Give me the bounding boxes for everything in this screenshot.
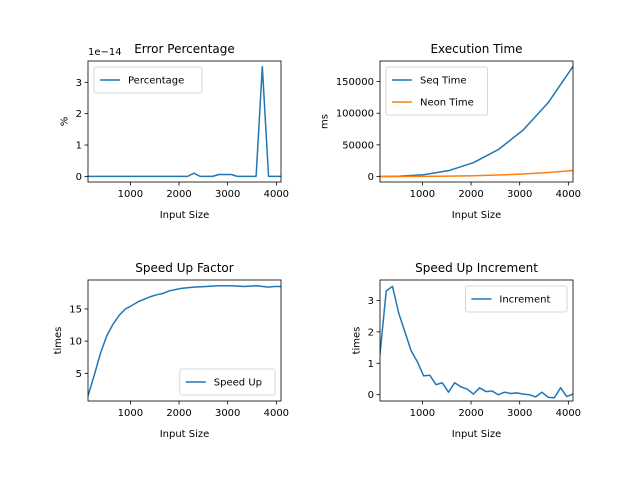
error-legend: Percentage [93, 66, 203, 94]
speedup-legend-label: Speed Up [214, 378, 262, 389]
speedup-legend: Speed Up [179, 368, 276, 396]
speedup-y-tick-label: 10 [69, 337, 82, 348]
exec-axes-frame [379, 60, 574, 183]
exec-title: Execution Time [430, 42, 522, 56]
speedup-x-tick-label: 2000 [166, 408, 191, 419]
exec-legend-label: Seq Time [420, 76, 467, 87]
increment-x-axis-label: Input Size [452, 429, 502, 440]
exec-x-tick-label: 4000 [556, 189, 581, 200]
increment-series-increment [380, 285, 573, 399]
error-axes-frame [87, 60, 282, 183]
increment-y-tick-label: 1 [368, 359, 374, 370]
error-y-offset-text: 1e−14 [88, 47, 122, 58]
speedup-x-tick-label: 4000 [264, 408, 289, 419]
exec-y-tick-label: 150000 [336, 77, 374, 88]
error-legend-label: Percentage [128, 76, 184, 87]
error-x-axis-label: Input Size [160, 210, 210, 221]
error-legend-box [93, 66, 203, 94]
error-y-tick-label: 2 [76, 109, 82, 120]
increment-y-tick-label: 3 [368, 296, 374, 307]
exec-x-tick-label: 3000 [507, 189, 532, 200]
increment-legend: Increment [464, 285, 568, 313]
speedup-x-tick-label: 3000 [215, 408, 240, 419]
speedup-x-axis-label: Input Size [160, 429, 210, 440]
exec-y-axis-label: ms [320, 114, 331, 129]
increment-legend-box [464, 285, 568, 313]
error-x-tick-label: 2000 [166, 189, 191, 200]
chart-exec: 1000 2000 3000 4000 0 50000 100000 150000 Execut… [320, 42, 581, 221]
increment-x-tick-label: 1000 [410, 408, 435, 419]
increment-x-tick-label: 3000 [507, 408, 532, 419]
exec-legend-label: Neon Time [420, 98, 474, 109]
exec-x-tick-label: 2000 [458, 189, 483, 200]
speedup-y-tick-label: 5 [76, 369, 82, 380]
increment-title: Speed Up Increment [415, 261, 538, 275]
speedup-x-tick-label: 1000 [118, 408, 143, 419]
error-y-axis-label: % [60, 117, 71, 127]
error-x-tick-label: 1000 [118, 189, 143, 200]
exec-y-tick-label: 0 [368, 172, 374, 183]
exec-y-tick-label: 50000 [342, 140, 374, 151]
exec-y-tick-label: 100000 [336, 109, 374, 120]
error-title: Error Percentage [134, 42, 235, 56]
error-series-percentage [88, 65, 281, 178]
chart-increment: 1000 2000 3000 4000 0 1 2 3 Speed Up Increment In… [352, 261, 581, 440]
increment-axes-frame [379, 279, 574, 402]
exec-legend-box [385, 66, 488, 116]
increment-legend-label: Increment [499, 295, 550, 306]
error-y-tick-label: 1 [76, 141, 82, 152]
exec-series-neon-time [380, 169, 573, 178]
exec-x-axis-label: Input Size [452, 210, 502, 221]
speedup-legend-box [179, 368, 276, 396]
chart-speedup: 1000 2000 3000 4000 5 10 15 Speed Up Factor Inpu… [53, 261, 289, 440]
chart-error: 1000 2000 3000 4000 0 1 2 3 Error Percentage 1e−1… [60, 42, 289, 221]
error-x-tick-label: 3000 [215, 189, 240, 200]
exec-x-tick-label: 1000 [410, 189, 435, 200]
speedup-title: Speed Up Factor [135, 261, 233, 275]
exec-legend: Seq Time Neon Time [385, 66, 488, 116]
speedup-y-axis-label: times [53, 327, 64, 355]
error-x-tick-label: 4000 [264, 189, 289, 200]
increment-y-axis-label: times [352, 327, 363, 355]
increment-y-tick-label: 0 [368, 390, 374, 401]
increment-y-tick-label: 2 [368, 327, 374, 338]
error-y-tick-label: 0 [76, 172, 82, 183]
error-y-tick-label: 3 [76, 78, 82, 89]
speedup-axes-frame [87, 279, 282, 402]
speedup-y-tick-label: 15 [69, 304, 82, 315]
speedup-series-speed-up [88, 285, 281, 397]
increment-x-tick-label: 2000 [458, 408, 483, 419]
increment-x-tick-label: 4000 [556, 408, 581, 419]
